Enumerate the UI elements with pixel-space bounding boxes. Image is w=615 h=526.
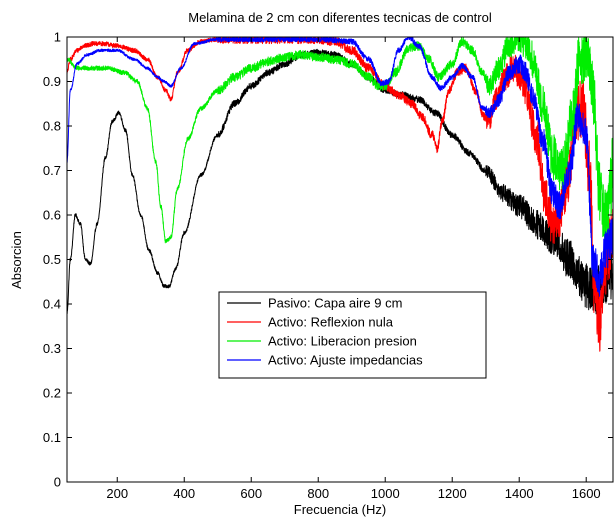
y-tick-label: 0.8 [43,119,61,134]
legend-label: Activo: Liberacion presion [268,334,417,349]
x-tick-label: 1400 [505,486,534,501]
legend-label: Activo: Ajuste impedancias [268,353,423,368]
x-tick-label: 400 [173,486,195,501]
legend-label: Activo: Reflexion nula [268,315,394,330]
y-tick-label: 0 [54,475,61,490]
x-tick-label: 1200 [438,486,467,501]
plot-area: 200 400 600 800 1000 1200 1400 1600 00.10.20.30… [43,30,614,501]
x-tick-label: 1600 [572,486,601,501]
chart-title: Melamina de 2 cm con diferentes tecnicas… [188,10,492,25]
y-tick-label: 0.2 [43,386,61,401]
y-tick-label: 0.9 [43,74,61,89]
plot-background [67,37,613,482]
series-line [67,48,613,315]
legend-label: Pasivo: Capa aire 9 cm [268,296,402,311]
y-tick-label: 0.1 [43,430,61,445]
x-tick-label: 600 [240,486,262,501]
series-line [67,37,613,297]
y-tick-label: 0.6 [43,208,61,223]
x-tick-label: 800 [307,486,329,501]
y-tick-label: 1 [54,30,61,45]
x-axis-title: Frecuencia (Hz) [294,502,386,517]
legend-box [218,291,487,379]
series-layer [67,37,613,352]
y-axis: 0 0.1 0.2 0.3 0.4 0.5 0.6 0.7 0.8 0.9 1 [43,30,613,490]
legend: Pasivo: Capa aire 9 cm Activo: Reflexion … [218,291,487,379]
y-axis-title: Absorcion [9,231,24,289]
y-tick-label: 0.4 [43,297,61,312]
y-tick-label: 0.5 [43,252,61,267]
y-tick-label: 0.3 [43,341,61,356]
x-tick-label: 1000 [371,486,400,501]
x-tick-label: 200 [106,486,128,501]
y-tick-label: 0.7 [43,163,61,178]
series-line [67,37,613,251]
x-axis: 200 400 600 800 1000 1200 1400 1600 [106,37,601,501]
